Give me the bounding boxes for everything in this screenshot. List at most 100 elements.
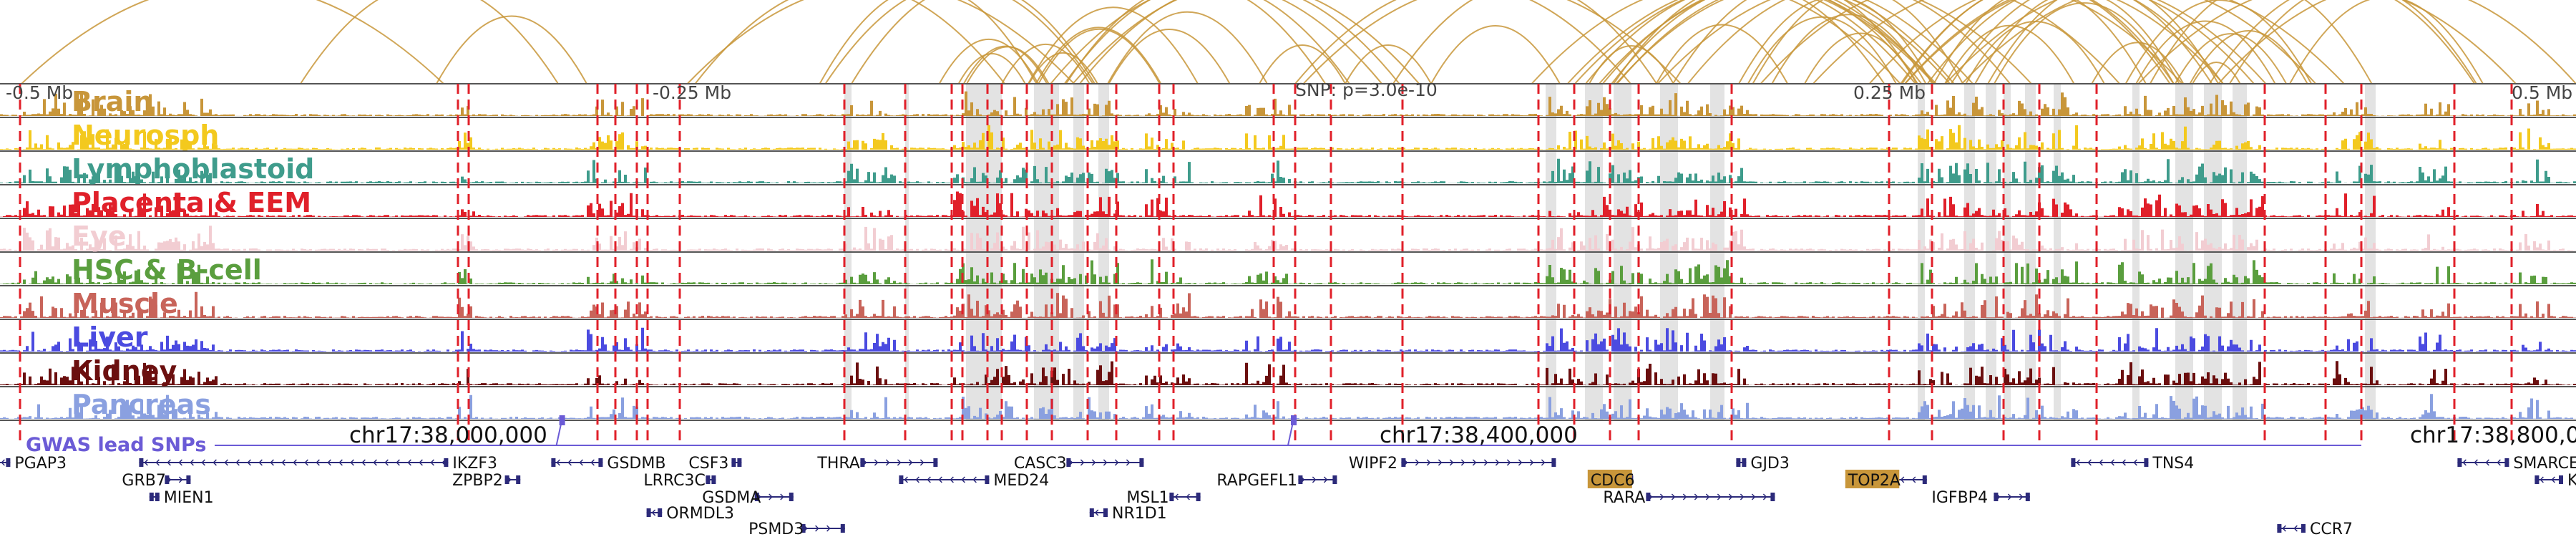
gene-smarce1[interactable]: SMARCE1 [2457, 455, 2576, 473]
gene-casc3[interactable]: CASC3 [1014, 455, 1144, 473]
interaction-arc [1072, 0, 1420, 84]
gene-gsdmb[interactable]: GSDMB [551, 455, 665, 473]
strand-arrow [815, 525, 819, 532]
strand-arrow [2474, 459, 2478, 466]
interaction-arc [1392, 0, 1658, 84]
gene-rara[interactable]: RARA [1603, 489, 1775, 507]
strand-arrow [144, 459, 148, 466]
gene-label: MIEN1 [164, 489, 214, 507]
gene-zpbp2[interactable]: ZPBP2 [452, 472, 521, 490]
strand-arrow [2110, 459, 2114, 466]
signal-track-placenta-eem [0, 191, 2576, 217]
interaction-arc [1028, 6, 1199, 84]
strand-arrow [190, 459, 194, 466]
ruler-mid-right-label: 0.25 Mb [1853, 82, 1926, 103]
signal-track-kidney [0, 361, 2576, 385]
gene-mien1[interactable]: MIEN1 [149, 489, 214, 507]
strand-arrow [281, 459, 286, 466]
strand-arrow [1911, 476, 1916, 483]
interaction-arc [2175, 33, 2288, 84]
interaction-arc [1965, 21, 2105, 84]
exon [1332, 475, 1337, 484]
strand-arrow [769, 493, 773, 500]
interaction-arc [966, 46, 1050, 84]
gene-tns4[interactable]: TNS4 [2071, 455, 2194, 473]
gene-label: IKZF3 [452, 455, 497, 473]
strand-arrow [1, 459, 5, 466]
exon [2025, 493, 2030, 501]
gene-ccr7[interactable]: CCR7 [2277, 521, 2353, 537]
gene-msl1[interactable]: MSL1 [1126, 489, 1201, 507]
interaction-arc [957, 53, 1026, 84]
interaction-arc [1615, 0, 1974, 84]
interaction-arc [1602, 0, 1935, 84]
strand-arrow [567, 459, 572, 466]
strand-arrow [1174, 493, 1179, 500]
exon [1646, 493, 1651, 501]
track-label: Muscle [72, 288, 178, 319]
strand-arrow [201, 459, 205, 466]
gene-top2a[interactable]: TOP2A [1845, 470, 1927, 490]
strand-arrow [556, 459, 560, 466]
strand-arrow [1094, 509, 1099, 516]
strand-arrow [2293, 525, 2298, 532]
strand-arrow [338, 459, 343, 466]
exon [551, 458, 556, 467]
gene-nr1d1[interactable]: NR1D1 [1089, 505, 1167, 523]
gene-cdc6[interactable]: CDC6 [1587, 470, 1635, 490]
exon [1401, 458, 1406, 467]
strand-arrow [1694, 493, 1699, 500]
gene-lrrc3c[interactable]: LRRC3C [643, 472, 716, 490]
interaction-arc [1752, 0, 1964, 84]
strand-arrow [1103, 459, 1108, 466]
gene-label: PGAP3 [14, 455, 67, 473]
interaction-arc [1987, 0, 2220, 84]
exon [658, 508, 663, 517]
gene-label: CCR7 [2310, 521, 2353, 537]
interaction-arc [1345, 44, 1432, 84]
strand-arrow [1717, 493, 1722, 500]
strand-arrow [1671, 493, 1676, 500]
strand-arrow [1472, 459, 1477, 466]
exon [2277, 524, 2282, 533]
gene-med24[interactable]: MED24 [899, 472, 1049, 490]
strand-arrow [1495, 459, 1500, 466]
strand-arrow [1186, 493, 1190, 500]
strand-arrow [1762, 493, 1767, 500]
gene-grb7[interactable]: GRB7 [122, 472, 191, 490]
gene-ikzf3[interactable]: IKZF3 [139, 455, 497, 473]
interaction-arc [1687, 0, 2011, 84]
strand-arrow [2076, 459, 2080, 466]
track-label: Liver [72, 321, 148, 353]
gene-gjd3[interactable]: GJD3 [1736, 455, 1790, 473]
interaction-arc [1063, 0, 1350, 84]
strand-arrow [2540, 476, 2544, 483]
gene-label: GRB7 [122, 472, 165, 490]
strand-arrow [2462, 459, 2467, 466]
interaction-arc [300, 0, 559, 84]
gene-csf3[interactable]: CSF3 [688, 455, 742, 473]
gene-ormdl3[interactable]: ORMDL3 [646, 505, 734, 523]
ruler-left-label: -0.5 Mb [6, 82, 73, 103]
gene-label: GJD3 [1750, 455, 1789, 473]
gene-label: CASC3 [1014, 455, 1067, 473]
gene-label: RARA [1603, 489, 1645, 507]
gene-psmd3[interactable]: PSMD3 [748, 521, 845, 537]
exon [165, 475, 170, 484]
track-label: Placenta & EEM [72, 187, 311, 218]
exon [139, 458, 144, 467]
gene-igfbp4[interactable]: IGFBP4 [1931, 489, 2030, 507]
gene-krt222[interactable]: KRT222 [2534, 472, 2576, 490]
exon [444, 458, 449, 467]
ruler: -0.5 Mb -0.25 Mb SNP: p=3.0e-10 0.25 Mb … [6, 79, 2572, 103]
gene-rapgefl1[interactable]: RAPGEFL1 [1216, 472, 1337, 490]
gene-pgap3[interactable]: PGAP3 [0, 455, 67, 473]
gene-thra[interactable]: THRA [816, 455, 938, 473]
strand-arrow [1659, 493, 1664, 500]
strand-arrow [2122, 459, 2126, 466]
gene-wipf2[interactable]: WIPF2 [1349, 455, 1556, 473]
gene-track: PGAP3 IKZF3 GSDMB CSF3 THRA CASC3 WIPF2 GJD3 TNS… [0, 455, 2576, 537]
gene-gsdma[interactable]: GSDMA [702, 489, 794, 507]
